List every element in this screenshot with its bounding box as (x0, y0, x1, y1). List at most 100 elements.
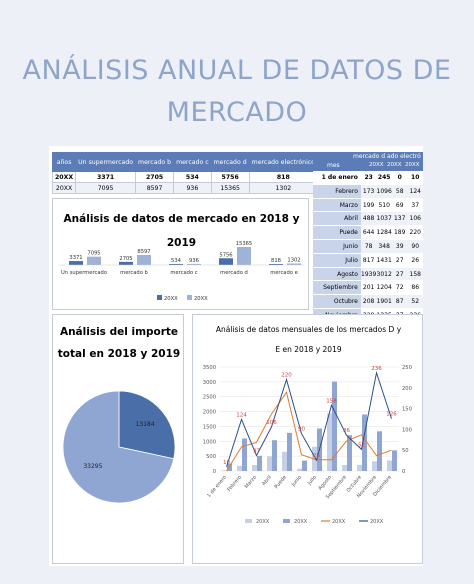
table-cell[interactable]: 534 (173, 171, 212, 183)
table-cell[interactable]: 27 (391, 253, 408, 267)
data-label: 236 (371, 366, 382, 372)
table-cell[interactable]: 3371 (75, 171, 137, 183)
table-cell[interactable]: 1037 (376, 212, 392, 226)
table-cell[interactable]: 90 (407, 239, 423, 253)
table-cell[interactable]: 3012 (376, 267, 392, 281)
table-cell[interactable]: 1302 (248, 182, 318, 194)
total-pie-chart: 13184 33295 (62, 390, 176, 504)
table-cell[interactable]: 1284 (376, 226, 392, 239)
bar (297, 468, 302, 471)
month-cell[interactable]: Febrero (313, 184, 361, 198)
bar (237, 465, 242, 471)
table-cell[interactable]: 510 (376, 198, 392, 212)
table-cell[interactable]: 39 (391, 239, 408, 253)
table-cell[interactable]: 78 (360, 239, 377, 253)
table-cell[interactable]: 58 (391, 184, 408, 198)
month-cell[interactable]: Septiembre (313, 281, 361, 295)
table-cell[interactable]: 1939 (360, 267, 377, 281)
table-cell[interactable]: 488 (360, 212, 377, 226)
table-cell[interactable]: 817 (360, 253, 377, 267)
page-title: ANÁLISIS ANUAL DE DATOS DE MERCADO (0, 50, 474, 134)
bar (377, 431, 382, 471)
table-cell[interactable]: 201 (360, 281, 377, 295)
table-cell[interactable]: 2705 (135, 171, 175, 183)
table-cell[interactable]: 15365 (210, 182, 250, 194)
table-cell[interactable]: 818 (248, 171, 318, 183)
data-label: 90 (298, 427, 305, 433)
table-cell[interactable]: 86 (407, 281, 423, 295)
data-label: 3371 (69, 255, 82, 261)
table-row: Junio 78 348 39 90 (313, 239, 423, 254)
chart-title-line: Análisis de datos mensuales de los merca… (215, 325, 402, 334)
month-cell[interactable]: Junio (313, 239, 361, 253)
table-row: Puede 644 1284 189 220 (313, 226, 423, 240)
data-label: 2705 (119, 256, 132, 262)
bar (137, 254, 151, 265)
bar (187, 263, 201, 265)
table-cell[interactable]: 20XX (51, 171, 77, 183)
chart-title-line: E en 2018 y 2019 (275, 345, 342, 354)
table-cell[interactable]: 644 (360, 226, 377, 239)
table-cell[interactable]: 245 (376, 171, 392, 184)
y-tick-left: 2000 (203, 410, 216, 416)
table-cell[interactable]: 158 (407, 267, 423, 281)
table-cell[interactable]: 5756 (210, 171, 250, 183)
month-cell[interactable]: Julio (313, 253, 361, 267)
table-cell[interactable]: 23 (360, 171, 377, 184)
bar (272, 440, 277, 471)
bar (69, 261, 83, 265)
table-cell[interactable]: 124 (407, 184, 423, 198)
table-cell[interactable]: 69 (391, 198, 408, 212)
table-cell[interactable]: 936 (173, 182, 212, 194)
table-cell[interactable]: 0 (391, 171, 408, 184)
header-col: 20XX (405, 162, 420, 168)
month-cell[interactable]: Puede (313, 226, 361, 239)
month-cell[interactable]: Abril (313, 212, 361, 226)
table-cell[interactable]: 87 (391, 295, 408, 308)
table-cell[interactable]: 199 (360, 198, 377, 212)
table-cell[interactable]: 189 (391, 226, 408, 239)
y-tick-right: 250 (402, 365, 412, 371)
bar (332, 381, 337, 471)
table-cell[interactable]: 27 (391, 267, 408, 281)
data-label: 1302 (287, 257, 300, 263)
table-cell[interactable]: 1204 (376, 281, 392, 295)
table-cell[interactable]: 1901 (376, 295, 392, 308)
legend-label: 20XX (370, 519, 384, 525)
monthly-combo-chart: 3500300025002000150010005000250200150100… (203, 365, 412, 525)
chart-title-line: 2019 (166, 237, 197, 249)
data-label: 8597 (137, 249, 150, 255)
table-cell[interactable]: 220 (407, 226, 423, 239)
data-label: 86 (343, 428, 350, 434)
data-label: 10 (223, 460, 230, 466)
month-cell[interactable]: 1 de enero (313, 171, 361, 184)
header-cell: años (51, 152, 77, 172)
category-label: mercado e (270, 270, 298, 276)
month-cell[interactable]: Octubre (313, 295, 361, 308)
category-label: mercado d (220, 270, 248, 276)
table-cell[interactable]: 173 (360, 184, 377, 198)
table-cell[interactable]: 10 (407, 171, 423, 184)
table-cell[interactable]: 37 (407, 198, 423, 212)
table-cell[interactable]: 26 (407, 253, 423, 267)
month-cell[interactable]: Marzo (313, 198, 361, 212)
table-cell[interactable]: 1096 (376, 184, 392, 198)
monthly-table: mes mercado d ado electró 20XX 20XX 20XX… (313, 152, 423, 337)
x-tick-label: Junio (290, 474, 303, 488)
table-cell[interactable]: 52 (407, 295, 423, 308)
x-tick-label: Abril (261, 474, 273, 487)
table-cell[interactable]: 348 (376, 239, 392, 253)
table-cell[interactable]: 137 (391, 212, 408, 226)
table-cell[interactable]: 8597 (135, 182, 175, 194)
bar (282, 451, 287, 471)
table-cell[interactable]: 20XX (51, 182, 77, 194)
month-cell[interactable]: Agosto (313, 267, 361, 281)
table-cell[interactable]: 72 (391, 281, 408, 295)
legend-label: 20XX (332, 519, 346, 525)
table-cell[interactable]: 7095 (75, 182, 137, 194)
data-label: 936 (189, 258, 199, 264)
table-row: 20XX 3371 2705 534 5756 818 ### (51, 171, 350, 183)
table-cell[interactable]: 208 (360, 295, 377, 308)
table-cell[interactable]: 1431 (376, 253, 392, 267)
table-cell[interactable]: 106 (407, 212, 423, 226)
